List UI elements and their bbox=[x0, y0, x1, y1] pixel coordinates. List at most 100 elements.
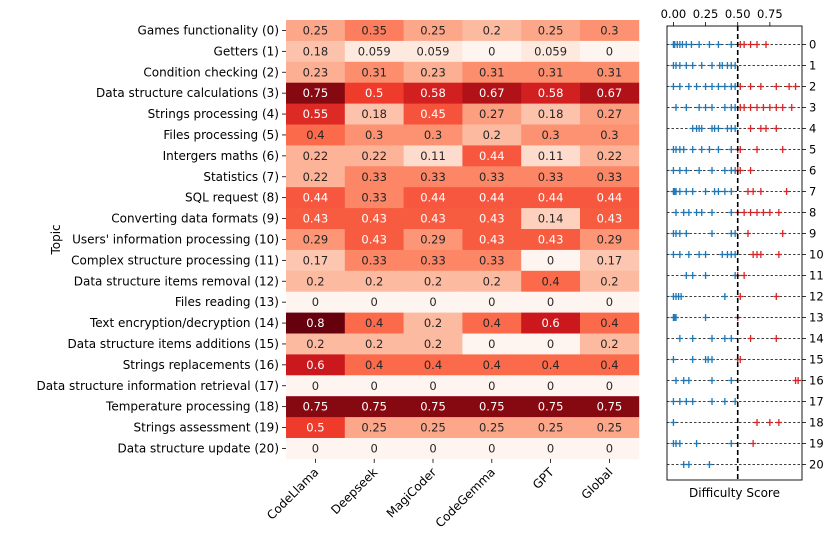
heatmap-cell-value: 0.44 bbox=[479, 149, 505, 163]
heatmap-cell-value: 0.4 bbox=[600, 316, 618, 330]
heatmap-cell bbox=[580, 40, 640, 63]
difficulty-point bbox=[685, 251, 692, 258]
heatmap-cell-value: 0.2 bbox=[306, 337, 324, 351]
heatmap-cell-value: 0.25 bbox=[597, 421, 623, 435]
heatmap-cell-value: 0.75 bbox=[538, 400, 564, 414]
heatmap-cell-value: 0.33 bbox=[361, 253, 387, 267]
heatmap-cell-value: 0 bbox=[547, 295, 554, 309]
heatmap-cell-value: 0.3 bbox=[424, 128, 442, 142]
difficulty-point bbox=[728, 188, 735, 195]
heatmap-cell bbox=[286, 166, 346, 188]
heatmap-cell bbox=[580, 145, 640, 167]
heatmap-cell bbox=[344, 229, 404, 251]
difficulty-point bbox=[685, 461, 692, 468]
heatmap-cell-value: 0.33 bbox=[479, 170, 505, 184]
heatmap-cell bbox=[521, 208, 581, 230]
heatmap-cell bbox=[580, 82, 640, 104]
heatmap-cell bbox=[580, 166, 640, 188]
difficulty-point bbox=[689, 398, 696, 405]
difficulty-point bbox=[754, 104, 760, 111]
heatmap-cell bbox=[286, 333, 346, 355]
difficulty-point bbox=[732, 62, 739, 69]
heatmap-cell-value: 0.75 bbox=[303, 86, 329, 100]
difficulty-point bbox=[721, 398, 728, 405]
difficulty-point bbox=[754, 419, 760, 426]
difficulty-point bbox=[775, 209, 782, 216]
heatmap-cell-value: 0.58 bbox=[538, 86, 564, 100]
heatmap-cell bbox=[286, 312, 346, 334]
heatmap-cell bbox=[286, 396, 346, 418]
heatmap-cell-value: 0 bbox=[429, 379, 436, 393]
heatmap-cell bbox=[521, 166, 581, 188]
heatmap-cell-value: 0.18 bbox=[303, 44, 329, 58]
heatmap-cell-value: 0.33 bbox=[538, 170, 564, 184]
difficulty-point bbox=[779, 104, 786, 111]
difficulty-point bbox=[689, 188, 696, 195]
heatmap-cell-value: 0 bbox=[606, 379, 613, 393]
difficulty-point bbox=[732, 125, 739, 132]
heatmap-cell bbox=[344, 354, 404, 376]
scatter-y-tick-label: 1 bbox=[809, 59, 816, 73]
heatmap-cell-value: 0.059 bbox=[417, 44, 450, 58]
heatmap-cell bbox=[403, 103, 463, 125]
heatmap-cell bbox=[462, 438, 522, 460]
heatmap-cell-value: 0.2 bbox=[483, 274, 501, 288]
heatmap-cell bbox=[580, 375, 640, 397]
heatmap-cell-value: 0.43 bbox=[479, 232, 505, 246]
heatmap-row-label: Strings processing (4) bbox=[148, 107, 279, 121]
difficulty-point bbox=[709, 398, 715, 405]
difficulty-point bbox=[728, 209, 735, 216]
heatmap-cell-value: 0.059 bbox=[534, 44, 567, 58]
scatter-y-tick-label: 9 bbox=[809, 227, 816, 241]
heatmap-cell bbox=[462, 270, 522, 293]
heatmap-column-label: Global bbox=[579, 465, 616, 502]
difficulty-point bbox=[680, 377, 687, 384]
heatmap-cell bbox=[344, 145, 404, 167]
difficulty-point bbox=[745, 188, 751, 195]
difficulty-point bbox=[702, 314, 709, 321]
heatmap-cell-value: 0.3 bbox=[600, 128, 618, 142]
difficulty-point bbox=[689, 272, 696, 279]
difficulty-point bbox=[783, 188, 790, 195]
difficulty-point bbox=[721, 188, 728, 195]
difficulty-point bbox=[693, 209, 700, 216]
difficulty-point bbox=[689, 146, 696, 153]
heatmap-row-label: Files processing (5) bbox=[163, 128, 279, 142]
heatmap-cell bbox=[521, 438, 581, 460]
heatmap-row-label: Data structure update (20) bbox=[118, 441, 279, 455]
heatmap-cell-value: 0 bbox=[312, 379, 319, 393]
scatter-y-tick-label: 14 bbox=[809, 332, 824, 346]
heatmap-cell bbox=[462, 103, 522, 125]
difficulty-point bbox=[696, 167, 703, 174]
heatmap-cell bbox=[462, 249, 522, 272]
heatmap-cell bbox=[344, 208, 404, 230]
difficulty-point bbox=[760, 104, 767, 111]
scatter-y-tick-label: 17 bbox=[809, 395, 824, 409]
heatmap-cell-value: 0.2 bbox=[483, 23, 501, 37]
difficulty-point bbox=[676, 230, 683, 237]
heatmap-cell-value: 0.059 bbox=[358, 44, 391, 58]
heatmap-cell-value: 0 bbox=[547, 441, 554, 455]
difficulty-point bbox=[683, 272, 690, 279]
scatter-y-tick-label: 15 bbox=[809, 353, 824, 367]
scatter-y-tick-label: 7 bbox=[809, 185, 816, 199]
difficulty-point bbox=[670, 167, 677, 174]
heatmap-y-axis-label: Topic bbox=[49, 224, 63, 255]
difficulty-point bbox=[754, 146, 760, 153]
heatmap-cell bbox=[286, 270, 346, 293]
heatmap-cell-value: 0.5 bbox=[365, 86, 383, 100]
difficulty-point bbox=[728, 41, 735, 48]
heatmap-cell bbox=[580, 20, 640, 42]
heatmap-row-label: Temperature processing (18) bbox=[105, 400, 279, 414]
heatmap-cell-value: 0 bbox=[547, 379, 554, 393]
difficulty-point bbox=[689, 62, 696, 69]
heatmap-cell bbox=[580, 270, 640, 293]
heatmap-cell-value: 0.75 bbox=[597, 400, 623, 414]
heatmap-cell-value: 0.43 bbox=[303, 212, 329, 226]
heatmap-cell bbox=[344, 166, 404, 188]
heatmap-cell-value: 0.27 bbox=[479, 107, 505, 121]
difficulty-point bbox=[773, 125, 780, 132]
heatmap-cell-value: 0.8 bbox=[306, 316, 324, 330]
difficulty-point bbox=[702, 251, 709, 258]
difficulty-point bbox=[747, 167, 754, 174]
